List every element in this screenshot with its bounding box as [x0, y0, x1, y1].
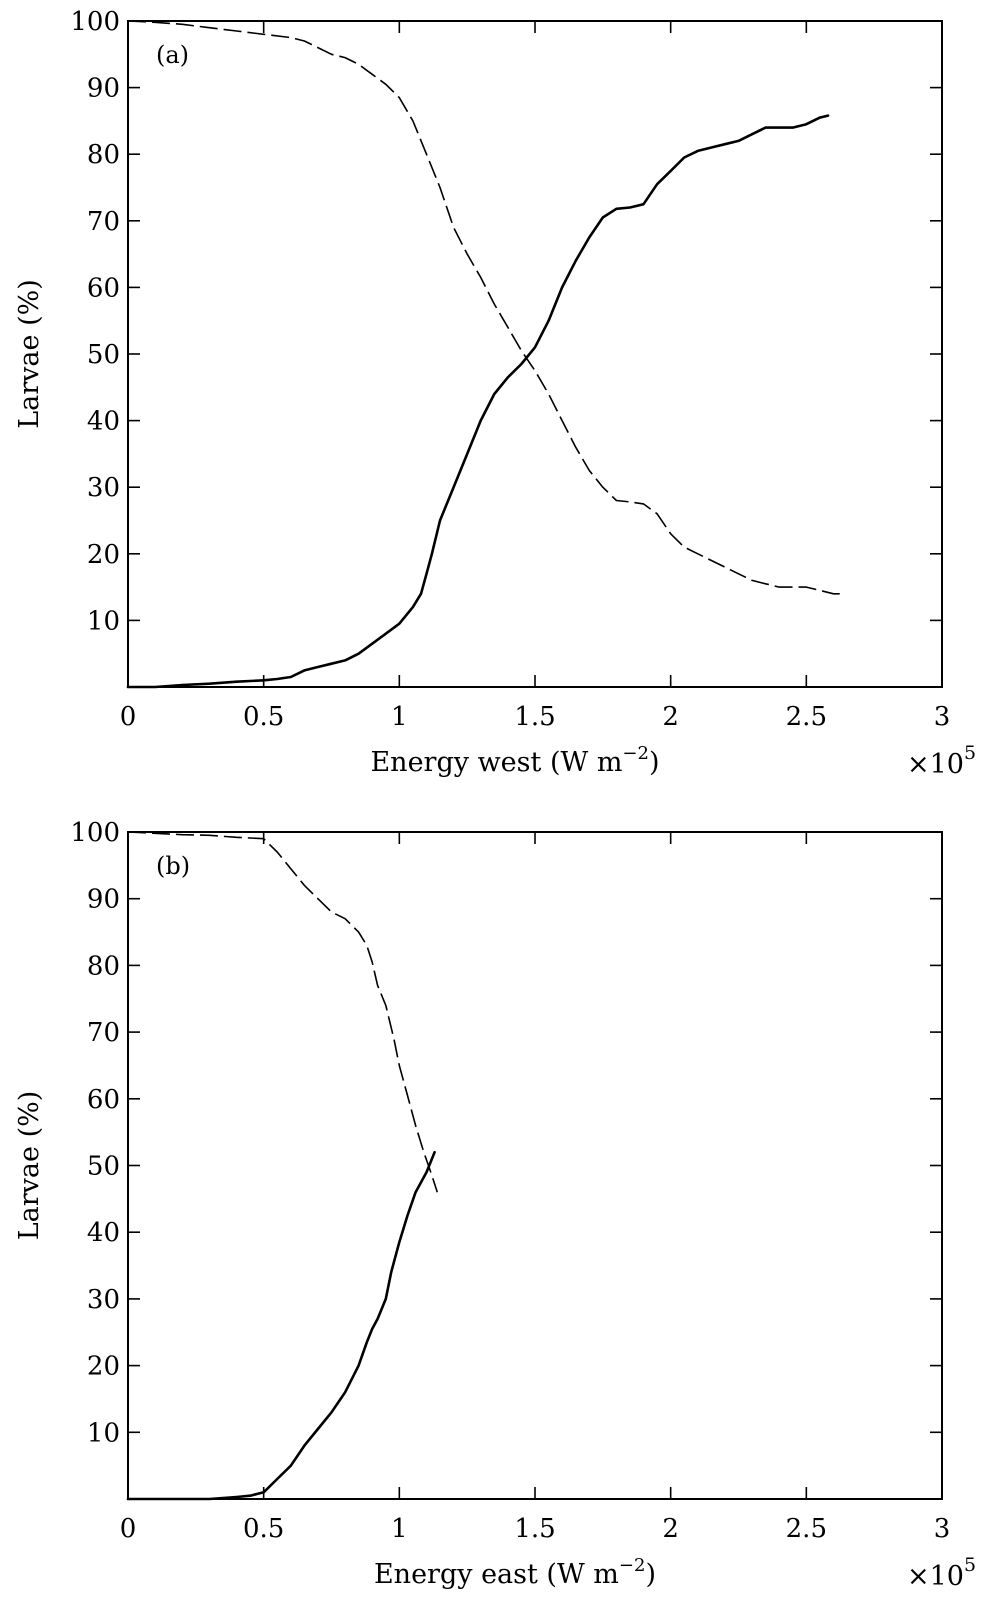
panel-label: (b)	[156, 852, 190, 880]
y-tick-label: 30	[87, 473, 120, 503]
y-tick-label: 40	[87, 1218, 120, 1248]
x-tick-label: 2.5	[786, 1514, 827, 1544]
series-line-solid	[126, 1150, 436, 1501]
x-axis-title-text: Energy west (W m	[370, 747, 622, 778]
x-axis-title-end: )	[649, 747, 660, 778]
x-axis-title: Energy west (W m−2)	[370, 743, 659, 778]
series-line-dashed	[127, 20, 842, 595]
series-line-dashed	[127, 831, 439, 1193]
x-tick-label: 1.5	[514, 1514, 555, 1544]
y-tick-label: 70	[87, 1018, 120, 1048]
x-tick-label: 2.5	[786, 702, 827, 732]
x-tick-label: 1.5	[514, 702, 555, 732]
y-tick-label: 50	[87, 340, 120, 370]
x-multiplier: ×105	[907, 1554, 976, 1592]
y-tick-label: 80	[87, 140, 120, 170]
x-tick-label: 2	[662, 702, 679, 732]
x-tick-label: 3	[934, 1514, 951, 1544]
y-tick-label: 50	[87, 1152, 120, 1182]
y-tick-label: 90	[87, 885, 120, 915]
y-axis-title: Larvae (%)	[14, 1091, 45, 1241]
y-tick-label: 70	[87, 207, 120, 237]
y-tick-label: 20	[87, 540, 120, 570]
x-tick-label: 1	[391, 1514, 408, 1544]
plot-frame	[127, 20, 943, 688]
y-tick-label: 10	[87, 606, 120, 636]
x-axis-title-sup: −2	[619, 1555, 646, 1576]
x-tick-label: 0	[120, 702, 137, 732]
x-axis-title-text: Energy east (W m	[374, 1559, 619, 1590]
x-multiplier-text: ×10	[907, 749, 964, 780]
panel-b: 0 0.5 1 1.5 2 2.5 3 10 20 30 40 50 60 70 80 90 100 (b) Lar…	[14, 818, 976, 1592]
x-tick-label: 0	[120, 1514, 137, 1544]
y-tick-label: 30	[87, 1285, 120, 1315]
x-tick-label: 1	[391, 702, 408, 732]
x-multiplier: ×105	[907, 742, 976, 780]
x-axis-title: Energy east (W m−2)	[374, 1555, 656, 1590]
y-tick-label: 60	[87, 273, 120, 303]
x-multiplier-text: ×10	[907, 1561, 964, 1592]
y-tick-label: 100	[70, 7, 120, 37]
y-tick-label: 90	[87, 74, 120, 104]
x-tick-label: 0.5	[243, 702, 284, 732]
y-axis-title: Larvae (%)	[14, 279, 45, 429]
plot-frame	[127, 831, 943, 1500]
x-tick-label: 2	[662, 1514, 679, 1544]
x-multiplier-sup: 5	[964, 742, 976, 764]
panel-label: (a)	[156, 41, 189, 69]
series-line-solid	[126, 114, 830, 689]
y-tick-label: 60	[87, 1085, 120, 1115]
y-tick-label: 40	[87, 407, 120, 437]
x-multiplier-sup: 5	[964, 1554, 976, 1576]
x-axis-title-end: )	[645, 1559, 656, 1590]
y-tick-label: 100	[70, 818, 120, 848]
y-tick-label: 20	[87, 1352, 120, 1382]
y-tick-label: 80	[87, 951, 120, 981]
panel-a: 0 0.5 1 1.5 2 2.5 3 10 20 30 40 50 60 70 80 90 100 (a) Lar…	[14, 7, 976, 780]
x-axis-title-sup: −2	[622, 743, 649, 764]
x-tick-label: 3	[934, 702, 951, 732]
x-tick-label: 0.5	[243, 1514, 284, 1544]
y-tick-label: 10	[87, 1418, 120, 1448]
